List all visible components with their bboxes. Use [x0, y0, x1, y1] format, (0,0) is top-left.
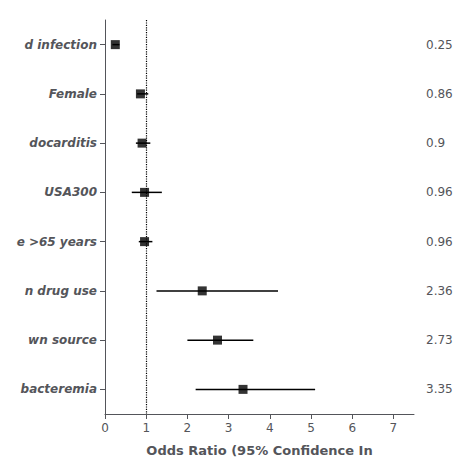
svg-text:d infection: d infection [24, 38, 97, 52]
svg-text:Odds Ratio (95% Confidence In: Odds Ratio (95% Confidence In [146, 443, 372, 458]
svg-text:0: 0 [101, 421, 109, 435]
svg-text:wn source: wn source [28, 333, 97, 347]
svg-text:5: 5 [307, 421, 315, 435]
svg-text:0.96: 0.96 [426, 235, 453, 249]
svg-text:Female: Female [49, 87, 97, 101]
svg-text:4: 4 [266, 421, 274, 435]
svg-text:7: 7 [390, 421, 398, 435]
svg-text:USA300: USA300 [44, 185, 97, 199]
svg-text:0.86: 0.86 [426, 87, 453, 101]
svg-text:0.96: 0.96 [426, 185, 453, 199]
svg-text:6: 6 [348, 421, 356, 435]
svg-text:bacteremia: bacteremia [21, 382, 97, 396]
svg-text:2.36: 2.36 [426, 284, 453, 298]
svg-text:2: 2 [184, 421, 192, 435]
svg-text:n drug use: n drug use [25, 284, 97, 298]
svg-text:0.9: 0.9 [426, 136, 445, 150]
svg-text:3.35: 3.35 [426, 382, 453, 396]
svg-text:1: 1 [142, 421, 150, 435]
svg-text:3: 3 [225, 421, 233, 435]
svg-text:docarditis: docarditis [29, 136, 97, 150]
svg-text:0.25: 0.25 [426, 38, 453, 52]
svg-text:2.73: 2.73 [426, 333, 453, 347]
svg-text:e >65 years: e >65 years [17, 235, 97, 249]
